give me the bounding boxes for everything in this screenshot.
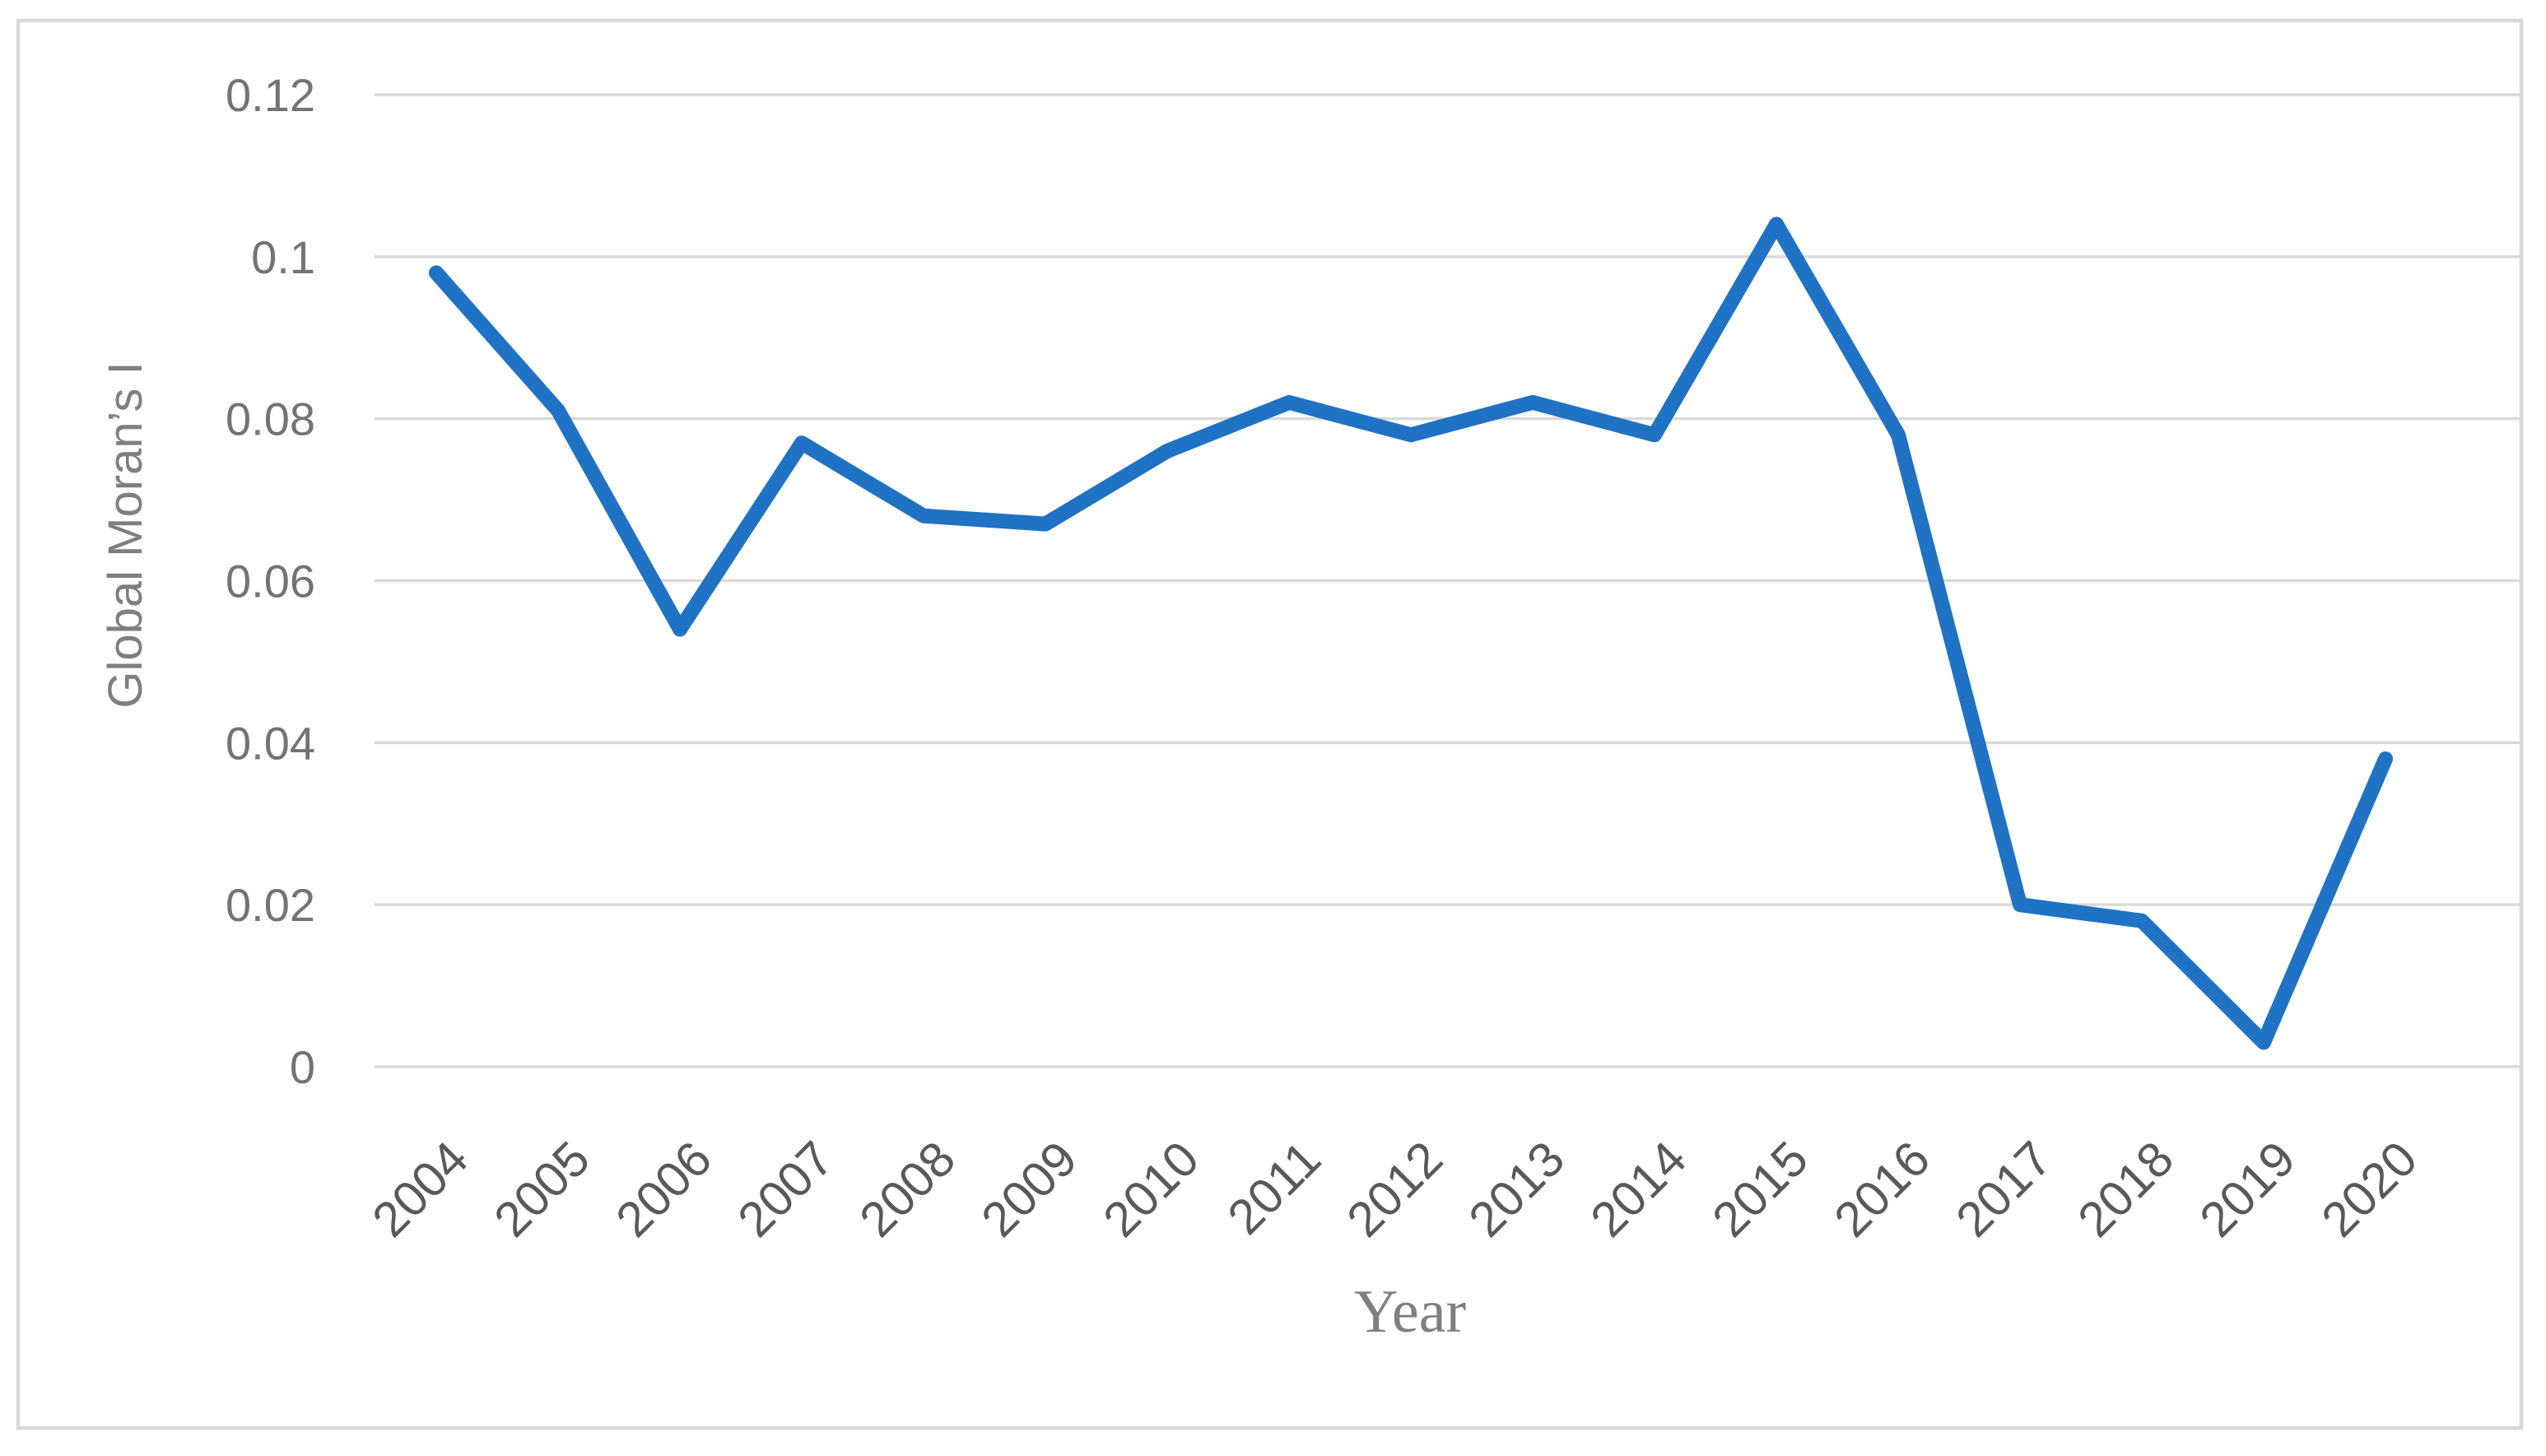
y-tick-label: 0.04 [226,717,315,769]
y-tick-label: 0 [290,1041,315,1093]
figure-border [16,18,2524,1430]
y-tick-label: 0.12 [226,69,315,121]
y-axis-tick-labels: 0 0.02 0.04 0.06 0.08 0.1 0.12 [226,69,315,1093]
y-tick-label: 0.08 [226,393,315,445]
y-tick-label: 0.02 [226,879,315,931]
x-axis-title: Year [1354,1278,1466,1346]
y-tick-label: 0.06 [226,556,315,607]
y-axis-title: Global Moran’s I [99,361,152,708]
y-tick-label: 0.1 [251,231,315,283]
data-series-line [429,216,2393,1050]
